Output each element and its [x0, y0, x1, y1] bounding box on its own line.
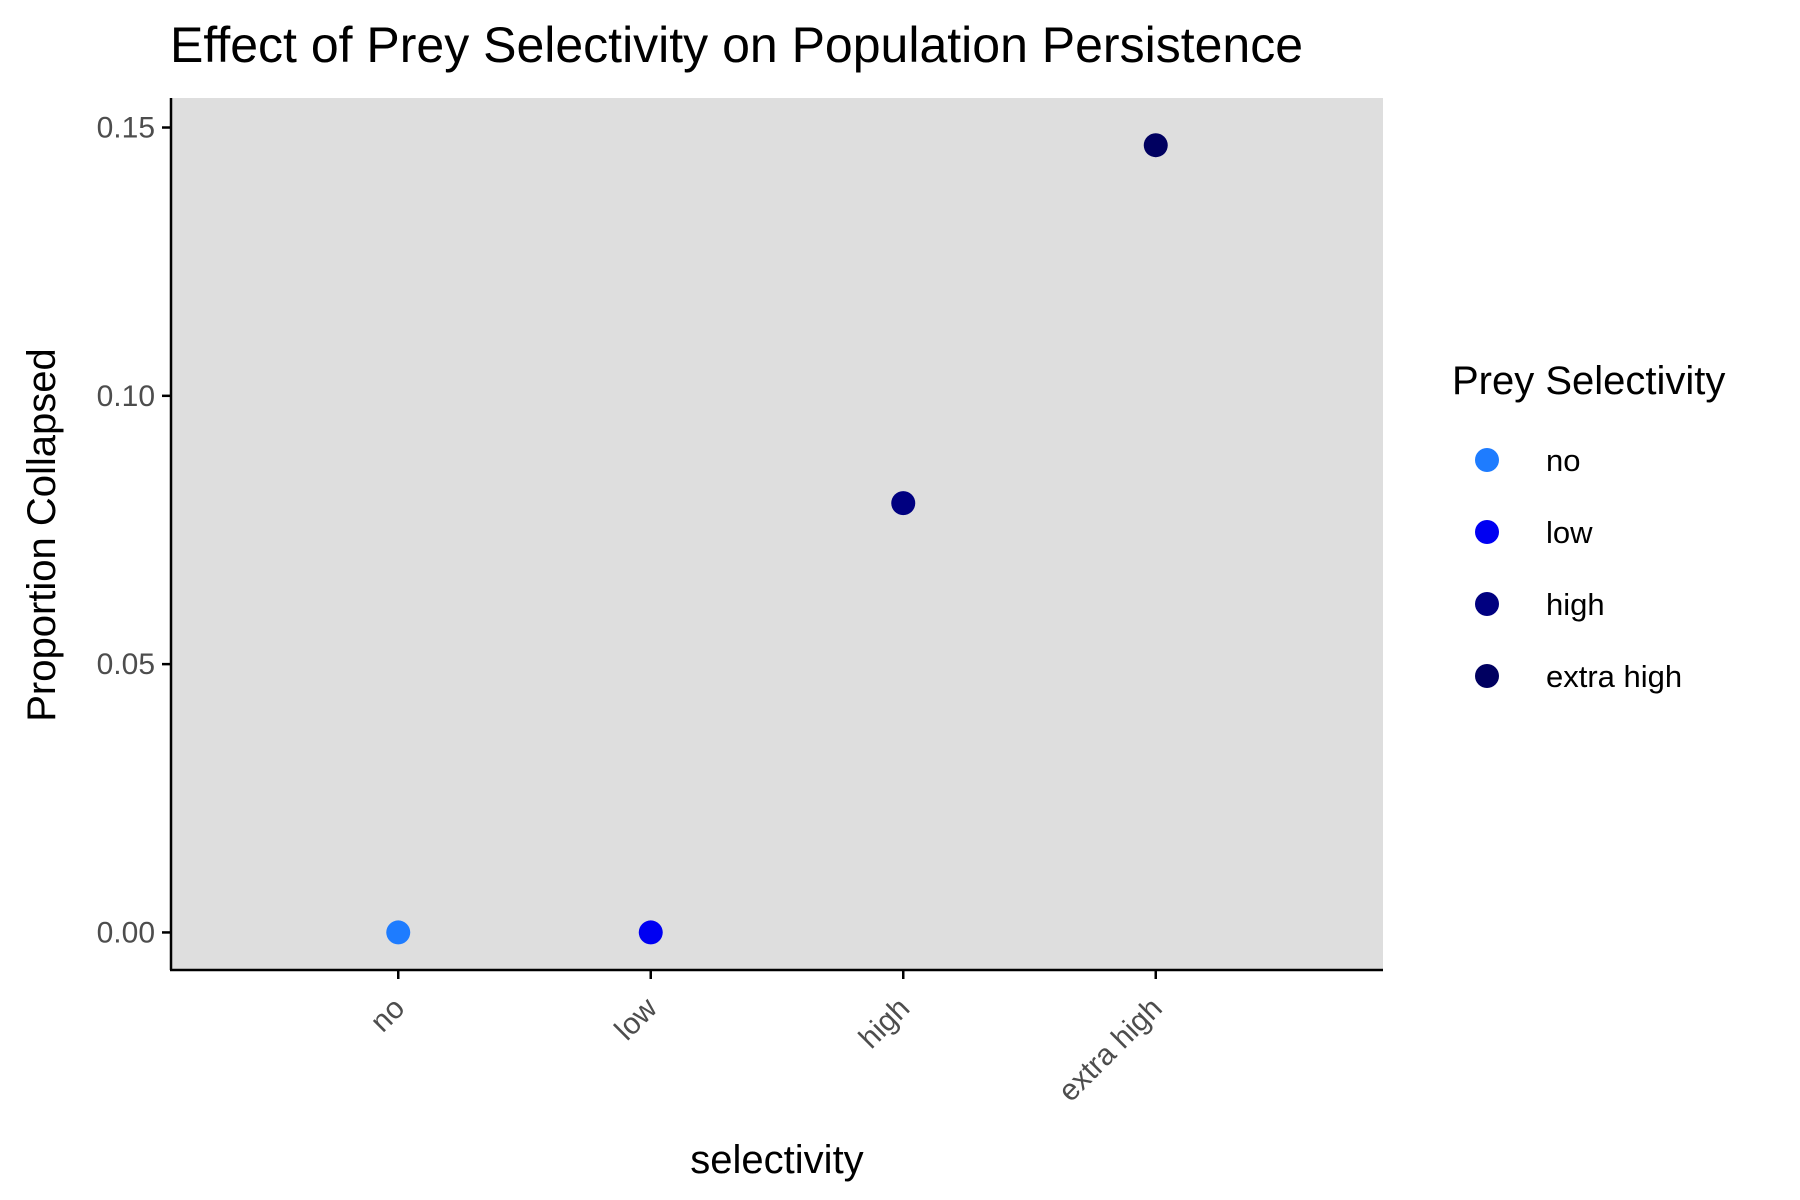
data-point-no: [386, 920, 411, 945]
x-tick-label: high: [853, 992, 916, 1055]
data-point-extra-high: [1143, 133, 1168, 158]
y-tick-label: 0.10: [97, 380, 155, 413]
legend-label: extra high: [1546, 659, 1682, 694]
legend-label: high: [1546, 587, 1605, 622]
legend-entries: no low high extra high: [1475, 443, 1682, 694]
legend: Prey Selectivity no low high extra high: [1452, 359, 1725, 694]
data-points: [386, 133, 1168, 945]
data-point-low: [638, 920, 663, 945]
y-tick-label: 0.05: [97, 648, 155, 681]
x-tick-label: no: [364, 992, 411, 1039]
y-tick-label: 0.00: [97, 916, 155, 949]
x-tick-label: extra high: [1052, 992, 1168, 1108]
y-tick-label: 0.15: [97, 112, 155, 145]
y-axis-title: Proportion Collapsed: [20, 348, 64, 722]
legend-label: low: [1546, 515, 1593, 550]
x-axis-title: selectivity: [690, 1138, 863, 1182]
chart-title: Effect of Prey Selectivity on Population…: [170, 17, 1303, 73]
plot-panel: [171, 98, 1383, 969]
legend-title: Prey Selectivity: [1452, 359, 1725, 403]
legend-key: [1475, 520, 1499, 544]
legend-key: [1475, 592, 1499, 616]
x-tick-label: low: [609, 991, 664, 1046]
data-point-high: [891, 491, 916, 516]
legend-key: [1475, 664, 1499, 688]
x-axis-ticks: no low high extra high: [364, 970, 1169, 1108]
y-axis-ticks: 0.00 0.05 0.10 0.15: [97, 112, 171, 949]
legend-key: [1475, 448, 1499, 472]
legend-label: no: [1546, 443, 1580, 478]
